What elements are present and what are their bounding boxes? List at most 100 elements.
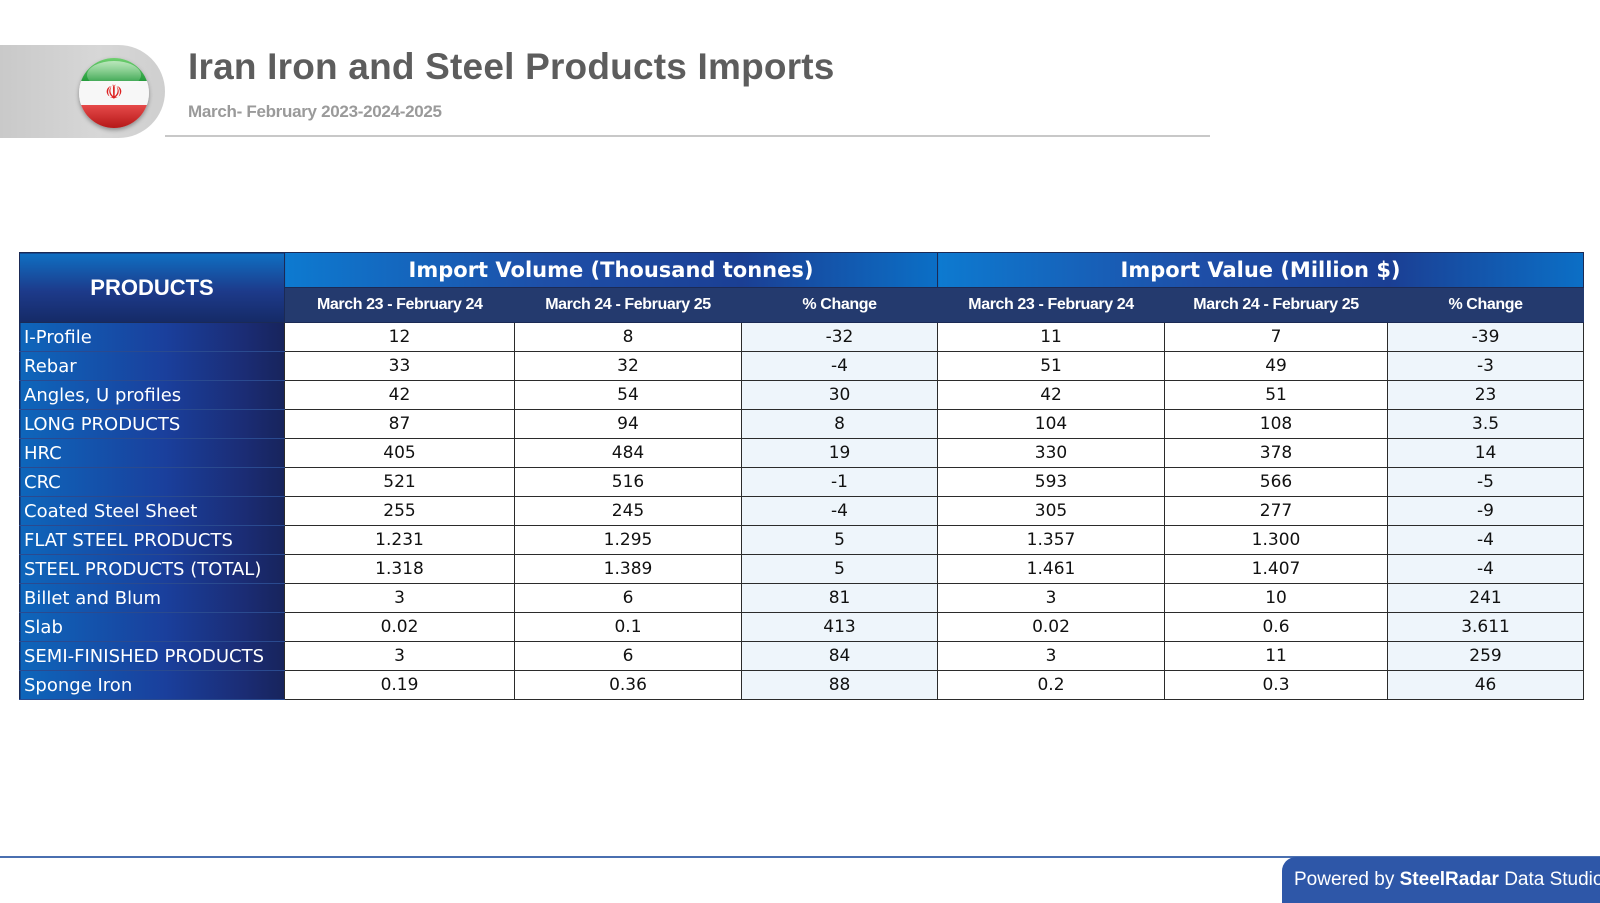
volume-2023-24-cell: 521 <box>284 467 515 497</box>
table-row: LONG PRODUCTS 87 94 8 104 108 3.5 <box>19 409 1585 439</box>
product-name: Coated Steel Sheet <box>19 496 285 526</box>
table-row: Sponge Iron 0.19 0.36 88 0.2 0.3 46 <box>19 670 1585 700</box>
page-title: Iran Iron and Steel Products Imports <box>188 46 835 87</box>
footer-divider <box>0 856 1600 858</box>
value-2023-24-cell: 42 <box>937 380 1166 410</box>
product-name: Billet and Blum <box>19 583 285 613</box>
product-name: STEEL PRODUCTS (TOTAL) <box>19 554 285 584</box>
iran-flag-icon: ☫ <box>79 58 149 128</box>
volume-change-cell: 30 <box>740 380 939 410</box>
imports-table: PRODUCTS Import Volume (Thousand tonnes)… <box>19 252 1585 700</box>
value-2024-25-cell: 1.300 <box>1164 525 1389 555</box>
header-divider <box>165 135 1210 137</box>
value-change-cell: -9 <box>1387 496 1585 526</box>
value-2024-25-cell: 0.6 <box>1164 612 1389 642</box>
volume-2024-25-cell: 516 <box>514 467 742 497</box>
volume-change-cell: 5 <box>740 525 939 555</box>
volume-2024-25-cell: 1.295 <box>514 525 742 555</box>
volume-change-cell: 88 <box>740 670 939 700</box>
value-2023-24-cell: 0.2 <box>937 670 1166 700</box>
volume-2023-24-cell: 1.231 <box>284 525 515 555</box>
brand-suffix: Data Studio <box>1504 869 1600 890</box>
table-row: Coated Steel Sheet 255 245 -4 305 277 -9 <box>19 496 1585 526</box>
volume-change-cell: 413 <box>740 612 939 642</box>
value-period2-header: March 24 - February 25 <box>1164 287 1388 323</box>
value-2023-24-cell: 0.02 <box>937 612 1166 642</box>
table-row: HRC 405 484 19 330 378 14 <box>19 438 1585 468</box>
value-change-cell: -5 <box>1387 467 1585 497</box>
value-2023-24-cell: 51 <box>937 351 1166 381</box>
volume-2024-25-cell: 54 <box>514 380 742 410</box>
product-name: CRC <box>19 467 285 497</box>
value-2024-25-cell: 378 <box>1164 438 1389 468</box>
volume-2024-25-cell: 32 <box>514 351 742 381</box>
value-period1-header: March 23 - February 24 <box>937 287 1165 323</box>
volume-2023-24-cell: 3 <box>284 641 515 671</box>
volume-change-cell: -4 <box>740 496 939 526</box>
table-body: I-Profile 12 8 -32 11 7 -39 Rebar 33 32 -4 51 49 -3 An… <box>19 322 1585 700</box>
value-2023-24-cell: 11 <box>937 322 1166 352</box>
volume-change-cell: -32 <box>740 322 939 352</box>
volume-2024-25-cell: 1.389 <box>514 554 742 584</box>
value-change-cell: -39 <box>1387 322 1585 352</box>
product-name: Sponge Iron <box>19 670 285 700</box>
product-name: Slab <box>19 612 285 642</box>
products-header: PRODUCTS <box>19 252 285 323</box>
volume-change-header: % Change <box>741 287 938 323</box>
value-2024-25-cell: 10 <box>1164 583 1389 613</box>
volume-change-cell: 19 <box>740 438 939 468</box>
volume-change-cell: 84 <box>740 641 939 671</box>
volume-2023-24-cell: 0.19 <box>284 670 515 700</box>
volume-2024-25-cell: 0.1 <box>514 612 742 642</box>
value-change-cell: 241 <box>1387 583 1585 613</box>
table-row: Billet and Blum 3 6 81 3 10 241 <box>19 583 1585 613</box>
volume-2024-25-cell: 245 <box>514 496 742 526</box>
value-2024-25-cell: 49 <box>1164 351 1389 381</box>
value-2024-25-cell: 7 <box>1164 322 1389 352</box>
value-change-cell: -3 <box>1387 351 1585 381</box>
value-2023-24-cell: 1.461 <box>937 554 1166 584</box>
brand-name: SteelRadar <box>1399 869 1499 890</box>
value-2023-24-cell: 305 <box>937 496 1166 526</box>
value-change-cell: 14 <box>1387 438 1585 468</box>
value-change-cell: -4 <box>1387 525 1585 555</box>
table-row: I-Profile 12 8 -32 11 7 -39 <box>19 322 1585 352</box>
product-name: I-Profile <box>19 322 285 352</box>
volume-2024-25-cell: 484 <box>514 438 742 468</box>
table-row: CRC 521 516 -1 593 566 -5 <box>19 467 1585 497</box>
volume-2024-25-cell: 6 <box>514 583 742 613</box>
value-change-cell: 23 <box>1387 380 1585 410</box>
value-2024-25-cell: 108 <box>1164 409 1389 439</box>
volume-change-cell: -4 <box>740 351 939 381</box>
table-row: SEMI-FINISHED PRODUCTS 3 6 84 3 11 259 <box>19 641 1585 671</box>
page-subtitle: March- February 2023-2024-2025 <box>188 102 442 121</box>
table-row: STEEL PRODUCTS (TOTAL) 1.318 1.389 5 1.461 1.… <box>19 554 1585 584</box>
product-name: LONG PRODUCTS <box>19 409 285 439</box>
volume-2024-25-cell: 6 <box>514 641 742 671</box>
value-2023-24-cell: 593 <box>937 467 1166 497</box>
table-row: Angles, U profiles 42 54 30 42 51 23 <box>19 380 1585 410</box>
table-row: Slab 0.02 0.1 413 0.02 0.6 3.611 <box>19 612 1585 642</box>
value-change-cell: -4 <box>1387 554 1585 584</box>
value-2023-24-cell: 330 <box>937 438 1166 468</box>
volume-2024-25-cell: 0.36 <box>514 670 742 700</box>
value-change-cell: 3.611 <box>1387 612 1585 642</box>
table-row: FLAT STEEL PRODUCTS 1.231 1.295 5 1.357 1.300… <box>19 525 1585 555</box>
volume-period2-header: March 24 - February 25 <box>514 287 742 323</box>
product-name: SEMI-FINISHED PRODUCTS <box>19 641 285 671</box>
volume-change-cell: 81 <box>740 583 939 613</box>
value-change-header: % Change <box>1387 287 1584 323</box>
value-2023-24-cell: 104 <box>937 409 1166 439</box>
value-2024-25-cell: 0.3 <box>1164 670 1389 700</box>
volume-2023-24-cell: 405 <box>284 438 515 468</box>
volume-2023-24-cell: 3 <box>284 583 515 613</box>
product-name: HRC <box>19 438 285 468</box>
volume-2023-24-cell: 1.318 <box>284 554 515 584</box>
value-change-cell: 46 <box>1387 670 1585 700</box>
volume-2023-24-cell: 42 <box>284 380 515 410</box>
value-2024-25-cell: 277 <box>1164 496 1389 526</box>
volume-change-cell: 5 <box>740 554 939 584</box>
volume-2024-25-cell: 8 <box>514 322 742 352</box>
volume-2023-24-cell: 0.02 <box>284 612 515 642</box>
volume-2024-25-cell: 94 <box>514 409 742 439</box>
